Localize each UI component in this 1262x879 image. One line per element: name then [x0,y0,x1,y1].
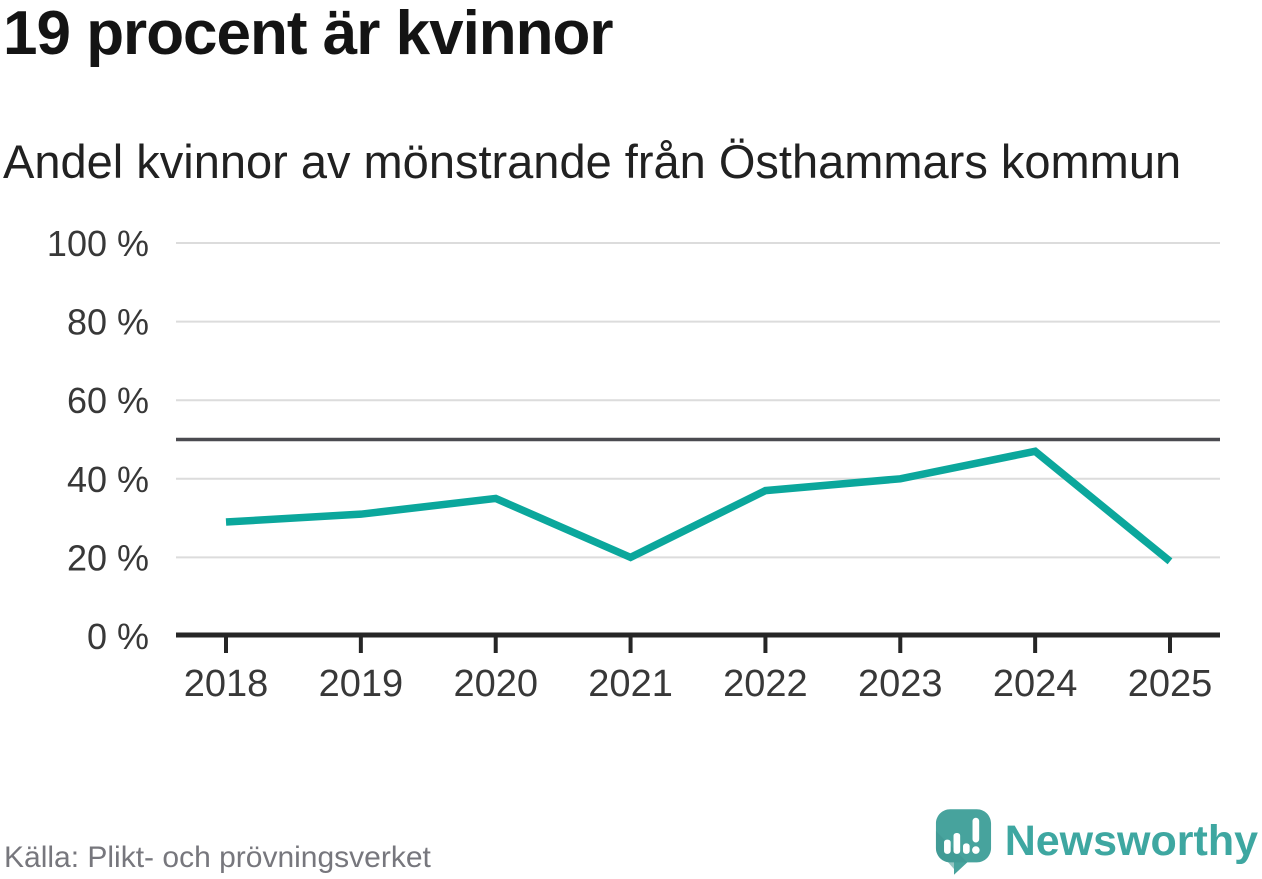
y-axis-label: 40 % [67,459,149,500]
x-axis-label: 2024 [993,663,1078,705]
x-axis-label: 2019 [319,663,404,705]
x-axis-label: 2022 [723,663,808,705]
y-axis-label: 20 % [67,537,149,578]
source-note: Källa: Plikt- och prövningsverket [4,841,431,874]
y-axis-label: 80 % [67,302,149,343]
newsworthy-logo: Newsworthy [935,808,1258,875]
x-axis-label: 2023 [858,663,943,705]
x-axis-label: 2020 [453,663,538,705]
x-axis-label: 2021 [588,663,673,705]
newsworthy-logo-icon [935,809,991,875]
x-axis-label: 2018 [184,663,269,705]
data-line-andel-kvinnor [225,447,1173,565]
newsworthy-wordmark: Newsworthy [1004,817,1258,865]
x-axis-label: 2025 [1128,663,1213,705]
y-axis-label: 0 % [87,616,149,657]
chart-title: 19 procent är kvinnor [3,0,614,68]
chart-subtitle: Andel kvinnor av mönstrande från Östhamm… [3,135,1182,188]
y-axis-label: 100 % [47,223,149,264]
y-axis-label: 60 % [67,380,149,421]
